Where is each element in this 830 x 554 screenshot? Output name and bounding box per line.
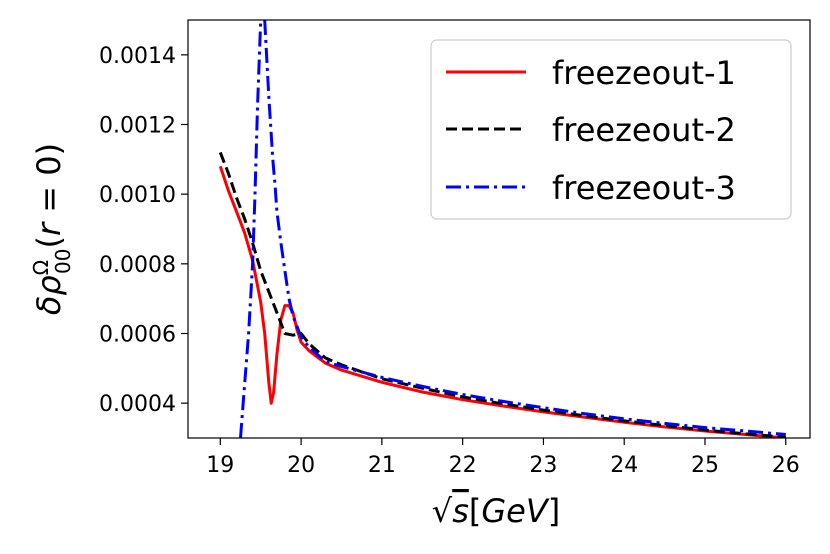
series-layer xyxy=(218,20,786,438)
x-tick-label: 24 xyxy=(610,453,638,478)
x-tick-label: 21 xyxy=(368,453,396,478)
y-tick-label: 0.0010 xyxy=(99,183,176,208)
x-tick-label: 26 xyxy=(772,453,800,478)
x-tick-label: 20 xyxy=(287,453,315,478)
legend-label-freezeout-2: freezeout-2 xyxy=(552,111,736,149)
y-axis-ticks: 0.0004 0.0006 0.0008 0.0010 0.0012 0.0014 xyxy=(99,44,188,417)
x-tick-label: 23 xyxy=(529,453,557,478)
y-tick-label: 0.0014 xyxy=(99,44,176,69)
x-axis-ticks: 19 20 21 22 23 24 25 26 xyxy=(206,438,800,478)
legend: freezeout-1 freezeout-2 freezeout-3 xyxy=(430,39,792,220)
y-axis-title: δρΩ00(r = 0) xyxy=(29,143,75,315)
y-tick-label: 0.0012 xyxy=(99,114,176,139)
legend-label-freezeout-1: freezeout-1 xyxy=(552,54,736,92)
plot-frame xyxy=(187,19,811,439)
x-axis-title: √s[GeV] xyxy=(432,492,560,530)
legend-box xyxy=(430,39,792,220)
y-tick-label: 0.0008 xyxy=(99,253,176,278)
x-tick-label: 22 xyxy=(449,453,477,478)
legend-label-freezeout-3: freezeout-3 xyxy=(552,169,736,207)
y-tick-label: 0.0004 xyxy=(99,392,176,417)
y-tick-label: 0.0006 xyxy=(99,323,176,348)
series-line-freezeout-3 xyxy=(239,20,786,438)
x-tick-label: 25 xyxy=(691,453,719,478)
series-line-freezeout-2 xyxy=(218,151,786,438)
x-tick-label: 19 xyxy=(206,453,234,478)
